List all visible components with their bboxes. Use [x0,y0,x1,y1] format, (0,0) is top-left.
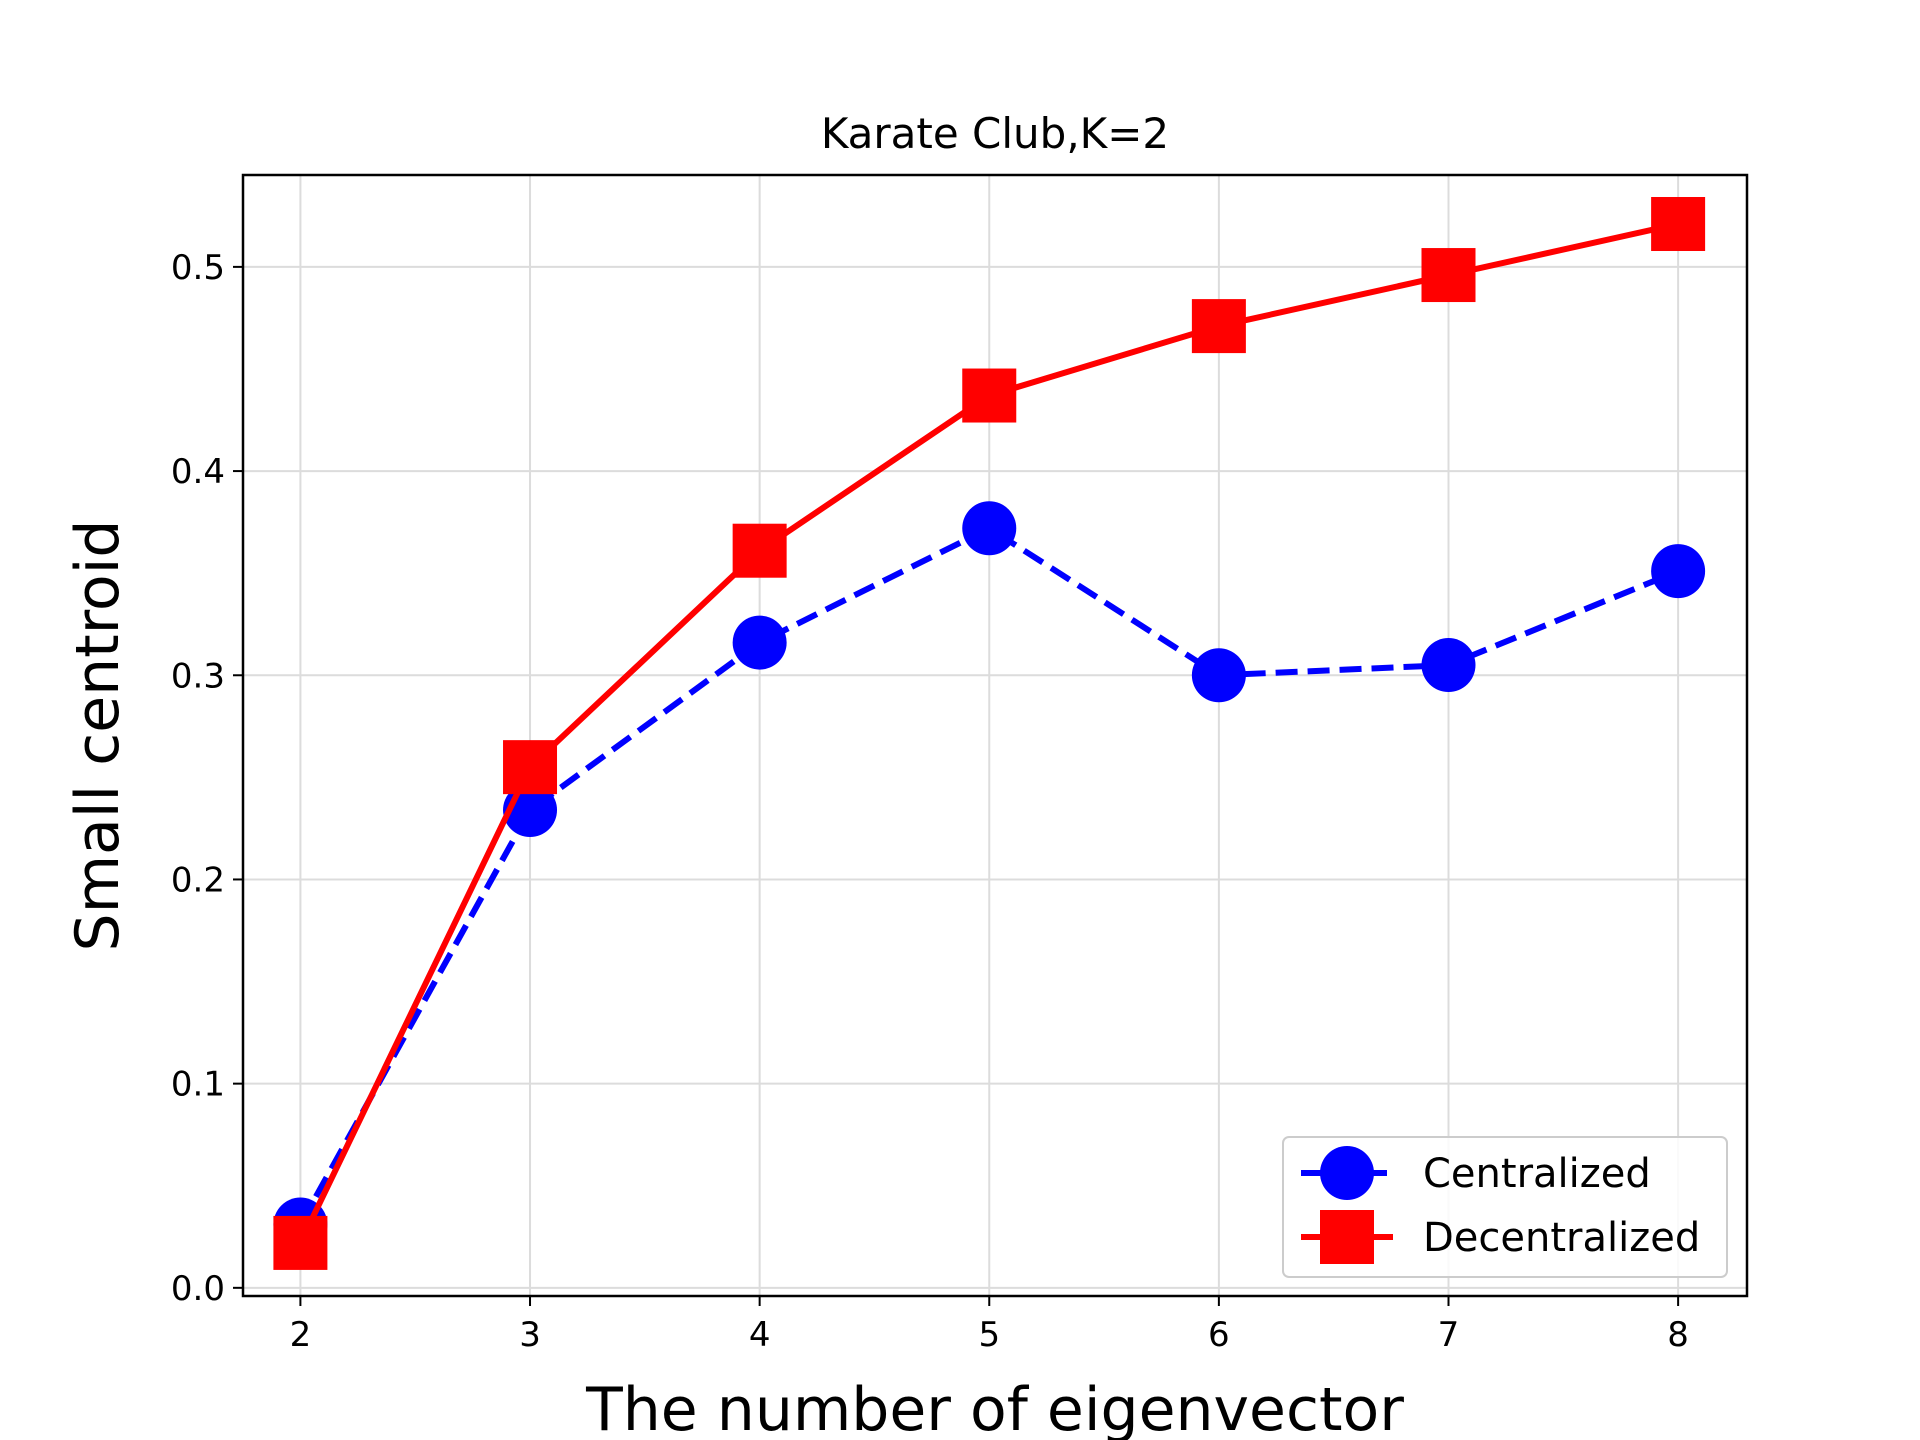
legend-entry-decentralized: Decentralized [1301,1210,1700,1264]
x-tick-label: 5 [978,1315,1000,1355]
series-layer [273,197,1706,1270]
x-axis-label: The number of eigenvector [585,1375,1404,1440]
x-tick-label: 4 [749,1315,771,1355]
data-point [1651,544,1706,599]
x-tick-label: 3 [519,1315,541,1355]
x-tick-label: 2 [290,1315,312,1355]
x-tick-label: 8 [1667,1315,1689,1355]
data-point [1421,638,1476,693]
grid-lines [243,175,1747,1296]
data-point [962,501,1017,556]
series-decentralized [273,197,1706,1270]
x-axis: 2 3 4 5 6 7 8 [290,1296,1689,1355]
data-point [503,740,558,795]
y-tick-label: 0.1 [171,1065,225,1105]
y-tick-label: 0.4 [171,452,225,492]
data-point [273,1215,328,1270]
x-tick-label: 7 [1438,1315,1460,1355]
legend: Centralized Decentralized [1282,1136,1728,1278]
y-tick-label: 0.3 [171,656,225,696]
data-point [732,615,787,670]
legend-marker [1320,1210,1374,1264]
legend-box [1282,1136,1728,1278]
legend-label: Centralized [1423,1151,1651,1197]
legend-entry-centralized: Centralized [1301,1146,1651,1200]
legend-marker [1320,1146,1374,1200]
y-tick-label: 0.0 [171,1269,225,1309]
y-axis: 0.0 0.1 0.2 0.3 0.4 0.5 [171,248,243,1309]
data-point [1421,248,1476,303]
data-point [1651,197,1706,252]
data-point [1191,648,1246,703]
data-point [1191,299,1246,354]
legend-label: Decentralized [1423,1215,1700,1261]
y-tick-label: 0.5 [171,248,225,288]
y-axis-label: Small centroid [63,520,133,952]
y-tick-label: 0.2 [171,860,225,900]
x-tick-label: 6 [1208,1315,1230,1355]
data-point [962,368,1017,423]
data-point [732,523,787,578]
chart-title: Karate Club,K=2 [821,109,1169,158]
plot-frame [241,173,1749,1298]
